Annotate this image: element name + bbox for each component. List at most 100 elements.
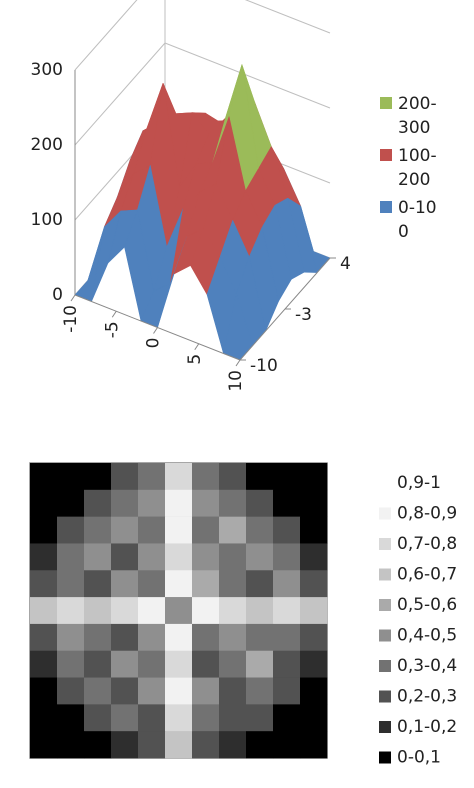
contour-cell: [300, 516, 328, 544]
contour-cell: [165, 650, 193, 678]
contour-cell: [300, 463, 328, 491]
contour-cell: [138, 731, 166, 759]
contour-cell: [138, 570, 166, 598]
contour-cell: [273, 463, 301, 491]
depth-tick-label: -3: [295, 305, 312, 325]
contour-cell: [84, 570, 112, 598]
contour-cell: [57, 516, 85, 544]
legend-item: 100-200: [380, 144, 470, 192]
x-tick: [111, 310, 117, 318]
legend-label: 0,8-0,9: [397, 504, 457, 524]
contour-cell: [138, 650, 166, 678]
legend-swatch: [379, 629, 391, 642]
contour-cell: [165, 489, 193, 517]
legend-label: 0,1-0,2: [397, 717, 457, 737]
contour-cell: [246, 677, 274, 705]
contour-cell: [138, 543, 166, 571]
contour-cell: [138, 597, 166, 625]
contour-cell: [30, 704, 58, 732]
contour-cell: [300, 677, 328, 705]
contour-cell: [165, 677, 193, 705]
legend-label: 0,9-1: [397, 473, 441, 493]
contour-cell: [273, 570, 301, 598]
contour-cell: [165, 623, 193, 652]
contour-cell: [111, 623, 139, 652]
x-tick-label: -5: [102, 321, 122, 338]
contour-cell: [30, 623, 58, 652]
contour-cell: [138, 623, 166, 652]
legend-swatch: [379, 660, 391, 672]
contour-cell: [57, 489, 85, 517]
contour-cell: [138, 704, 166, 732]
contour-cell: [111, 650, 139, 678]
contour-cell: [111, 731, 139, 759]
contour-cell: [219, 597, 247, 625]
contour-cell: [273, 677, 301, 705]
y-tick-label: 300: [31, 60, 63, 80]
contour-cell: [111, 570, 139, 598]
x-tick-label: 10: [226, 370, 246, 392]
legend-item: 0-100: [380, 196, 470, 244]
legend-swatch: [379, 599, 391, 611]
contour-cell: [30, 731, 58, 759]
legend-label: 0,7-0,8: [397, 534, 457, 554]
contour-cell: [219, 543, 247, 571]
legend-label: 0-100: [398, 198, 437, 242]
legend-swatch: [380, 97, 392, 109]
legend-label: 100-200: [398, 146, 437, 190]
contour-cell: [273, 489, 301, 517]
contour-cell: [30, 463, 58, 491]
contour-cell: [192, 463, 220, 491]
legend-swatch: [380, 201, 392, 213]
contour-cell: [219, 570, 247, 598]
contour-cell: [246, 704, 274, 732]
x-tick-label: -10: [61, 305, 81, 333]
depth-tick-label: -10: [250, 356, 278, 376]
contour-cell: [84, 489, 112, 517]
y-tick-label: 200: [31, 135, 63, 155]
contour-cell: [165, 543, 193, 571]
x-tick-label: 5: [185, 354, 205, 365]
contour-cell: [165, 570, 193, 598]
contour-cell: [138, 516, 166, 544]
contour-cell: [246, 597, 274, 625]
contour-cell: [219, 623, 247, 652]
legend-swatch: [379, 507, 391, 520]
contour-cell: [192, 597, 220, 625]
contour-cell: [57, 597, 85, 625]
contour-cell: [246, 463, 274, 491]
contour-cell: [84, 463, 112, 491]
legend-label: 0,6-0,7: [397, 565, 457, 585]
legend-label: 0,2-0,3: [397, 687, 457, 707]
x-tick: [153, 327, 158, 334]
contour-cell: [30, 543, 58, 571]
contour-cell: [111, 489, 139, 517]
contour-cell: [219, 489, 247, 517]
contour-cell: [138, 677, 166, 705]
contour-cell: [57, 731, 85, 759]
contour-cell: [246, 489, 274, 517]
legend-swatch: [379, 477, 391, 489]
legend-swatch: [379, 751, 391, 764]
contour-cell: [246, 731, 274, 759]
contour-cell: [300, 570, 328, 598]
contour-cell: [300, 489, 328, 517]
legend-swatch: [379, 538, 391, 550]
contour-cell: [273, 543, 301, 571]
contour-cell: [246, 623, 274, 652]
x-tick: [194, 343, 200, 351]
contour-cell: [219, 677, 247, 705]
contour-cell: [30, 650, 58, 678]
contour-cell: [273, 516, 301, 544]
legend-swatch: [379, 568, 391, 581]
contour-cell: [57, 677, 85, 705]
legend-label: 200-300: [398, 94, 437, 138]
contour-cell: [192, 543, 220, 571]
contour-cell: [84, 704, 112, 732]
contour-cell: [30, 489, 58, 517]
y-tick-label: 100: [31, 210, 63, 230]
contour-cell: [219, 516, 247, 544]
contour-cell: [192, 570, 220, 598]
y-tick-label: 0: [52, 285, 63, 305]
